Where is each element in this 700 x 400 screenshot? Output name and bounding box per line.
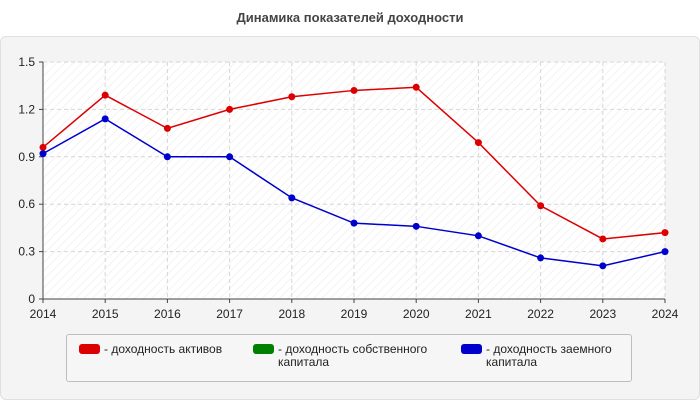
x-tick-label: 2017 [216,307,243,321]
data-point [350,86,358,94]
legend-label: - доходность собственного капитала [278,342,428,369]
data-point [537,254,545,262]
legend-label: - доходность активов [104,342,223,356]
data-point [226,153,234,161]
y-tick-label: 0.9 [18,150,35,164]
data-point [226,105,234,113]
data-point [101,91,109,99]
data-point [537,202,545,210]
legend-item-equity: - доходность собственного капитала [253,343,448,369]
x-tick-label: 2021 [465,307,492,321]
legend-label: - доходность заемного капитала [486,342,612,369]
data-point [288,194,296,202]
x-tick-label: 2023 [589,307,616,321]
data-point [599,262,607,270]
y-tick-label: 1.2 [18,102,35,116]
x-tick-label: 2016 [154,307,181,321]
data-point [288,93,296,101]
x-tick-label: 2022 [527,307,554,321]
data-point [474,139,482,147]
legend-swatch [79,344,100,354]
x-tick-label: 2019 [341,307,368,321]
data-point [599,235,607,243]
x-tick-label: 2014 [30,307,57,321]
chart-title: Динамика показателей доходности [236,10,464,25]
data-point [163,153,171,161]
y-tick-label: 0.6 [18,197,35,211]
data-point [661,229,669,237]
legend-item-debt: - доходность заемного капитала [461,343,656,369]
chart-legend: - доходность активов - доходность собств… [66,334,632,382]
data-point [39,150,47,158]
y-tick-label: 0 [28,292,35,306]
legend-swatch [461,344,482,354]
legend-swatch [253,344,274,354]
data-point [412,83,420,91]
data-point [39,143,47,151]
x-tick-label: 2024 [652,307,679,321]
data-point [474,232,482,240]
x-tick-label: 2020 [403,307,430,321]
legend-item-assets: - доходность активов [79,343,274,356]
data-point [412,222,420,230]
data-point [661,248,669,256]
data-point [101,115,109,123]
x-tick-label: 2018 [278,307,305,321]
data-point [163,124,171,132]
y-tick-label: 0.3 [18,245,35,259]
data-point [350,219,358,227]
x-tick-label: 2015 [92,307,119,321]
y-tick-label: 1.5 [18,55,35,69]
